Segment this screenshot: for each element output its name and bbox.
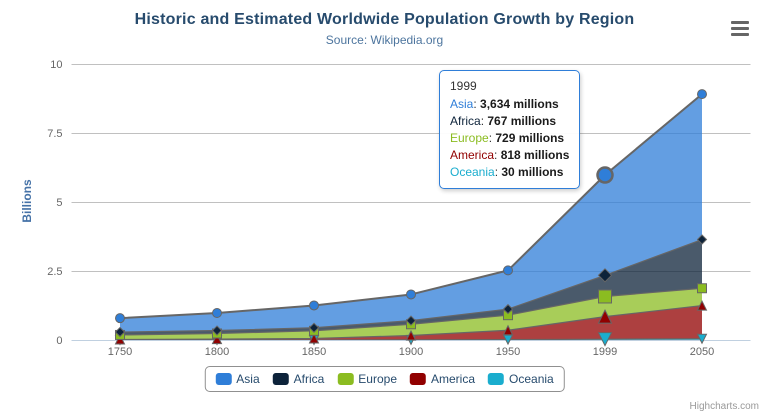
tooltip-row: Europe: 729 millions — [450, 130, 569, 147]
marker-oceania-1999[interactable] — [597, 332, 613, 347]
y-axis-tick-label: 10 — [50, 59, 62, 71]
tooltip-series-name: Asia — [450, 97, 474, 111]
marker-asia-1750[interactable] — [115, 313, 125, 324]
marker-asia-1999[interactable] — [596, 166, 614, 184]
marker-africa-1800[interactable] — [211, 325, 223, 336]
marker-africa-1999[interactable] — [597, 268, 613, 283]
x-axis-tick-label: 1900 — [399, 346, 423, 358]
marker-africa-2050[interactable] — [696, 234, 708, 245]
marker-asia-2050[interactable] — [697, 89, 707, 100]
area-asia[interactable] — [120, 94, 702, 333]
chart-title: Historic and Estimated Worldwide Populat… — [134, 11, 635, 28]
legend-swatch-asia — [215, 373, 232, 385]
tooltip-row: Asia: 3,634 millions — [450, 96, 569, 113]
hamburger-bar — [731, 33, 749, 36]
marker-europe-1999[interactable] — [598, 289, 612, 304]
tooltip-series-name: Europe — [450, 131, 489, 145]
marker-europe-2050[interactable] — [697, 283, 707, 294]
tooltip-series-name: America — [450, 148, 495, 162]
tooltip-separator: : — [494, 148, 501, 162]
tooltip-value: 818 millions — [500, 148, 570, 162]
marker-asia-1800[interactable] — [212, 308, 222, 319]
tooltip-row: Africa: 767 millions — [450, 113, 569, 130]
tooltip-series-name: Oceania — [450, 165, 495, 179]
legend-item-america[interactable]: America — [410, 372, 475, 386]
tooltip-value: 767 millions — [487, 114, 557, 128]
credits-link[interactable]: Highcharts.com — [689, 401, 759, 412]
marker-america-1850[interactable] — [308, 332, 320, 344]
legend-item-oceania[interactable]: Oceania — [488, 372, 554, 386]
legend-swatch-america — [410, 373, 427, 385]
area-america[interactable] — [120, 305, 702, 340]
legend-item-europe[interactable]: Europe — [337, 372, 397, 386]
marker-america-1900[interactable] — [405, 329, 417, 341]
area-africa[interactable] — [120, 239, 702, 335]
legend-label: Africa — [293, 372, 325, 386]
tooltip-separator: : — [473, 97, 481, 111]
marker-asia-1850[interactable] — [309, 300, 319, 311]
tooltip-separator: : — [494, 165, 502, 179]
marker-africa-1950[interactable] — [502, 303, 514, 315]
tooltip-row: Oceania: 30 millions — [450, 164, 569, 181]
y-axis-tick-label: 7.5 — [47, 128, 62, 140]
tooltip-value: 30 millions — [501, 165, 564, 179]
x-axis-tick-label: 1800 — [205, 346, 229, 358]
marker-america-1800[interactable] — [211, 333, 223, 345]
marker-america-1950[interactable] — [502, 324, 514, 336]
hamburger-bar — [731, 21, 749, 24]
tooltip-row: America: 818 millions — [450, 147, 569, 164]
hamburger-icon[interactable] — [731, 21, 749, 36]
legend: Asia Africa Europe America Oceania — [204, 366, 565, 392]
tooltip-separator: : — [488, 131, 496, 145]
legend-swatch-europe — [337, 373, 354, 385]
marker-america-2050[interactable] — [696, 299, 708, 311]
legend-item-africa[interactable]: Africa — [272, 372, 325, 386]
legend-item-asia[interactable]: Asia — [215, 372, 260, 386]
marker-africa-1900[interactable] — [405, 315, 417, 326]
x-axis-tick-label: 1950 — [496, 346, 520, 358]
legend-swatch-oceania — [488, 373, 505, 385]
marker-america-1999[interactable] — [597, 308, 613, 324]
marker-africa-1850[interactable] — [308, 322, 320, 333]
legend-label: Asia — [236, 372, 260, 386]
y-axis-tick-label: 5 — [56, 197, 62, 209]
marker-asia-1900[interactable] — [406, 289, 416, 300]
chart-subtitle: Source: Wikipedia.org — [325, 33, 444, 47]
tooltip-header: 1999 — [450, 79, 477, 93]
tooltip: 1999 Asia: 3,634 millions Africa: 767 mi… — [439, 70, 581, 189]
tooltip-separator: : — [480, 114, 488, 128]
x-axis-tick-label: 1999 — [593, 346, 617, 358]
legend-label: America — [431, 372, 476, 386]
x-axis-tick-label: 1850 — [302, 346, 326, 358]
x-axis-tick-label: 2050 — [690, 346, 714, 358]
tooltip-value: 729 millions — [495, 131, 565, 145]
marker-oceania-2050[interactable] — [696, 333, 708, 345]
hamburger-bar — [731, 27, 749, 30]
x-axis-tick-label: 1750 — [108, 346, 132, 358]
y-axis-tick-label: 2.5 — [47, 266, 62, 278]
marker-asia-1950[interactable] — [503, 265, 513, 276]
legend-label: Europe — [358, 372, 398, 386]
legend-swatch-africa — [272, 373, 289, 385]
tooltip-value: 3,634 millions — [480, 97, 559, 111]
marker-africa-1750[interactable] — [114, 326, 126, 338]
y-axis-tick-label: 0 — [56, 335, 62, 347]
legend-label: Oceania — [509, 372, 554, 386]
tooltip-series-name: Africa — [450, 114, 481, 128]
